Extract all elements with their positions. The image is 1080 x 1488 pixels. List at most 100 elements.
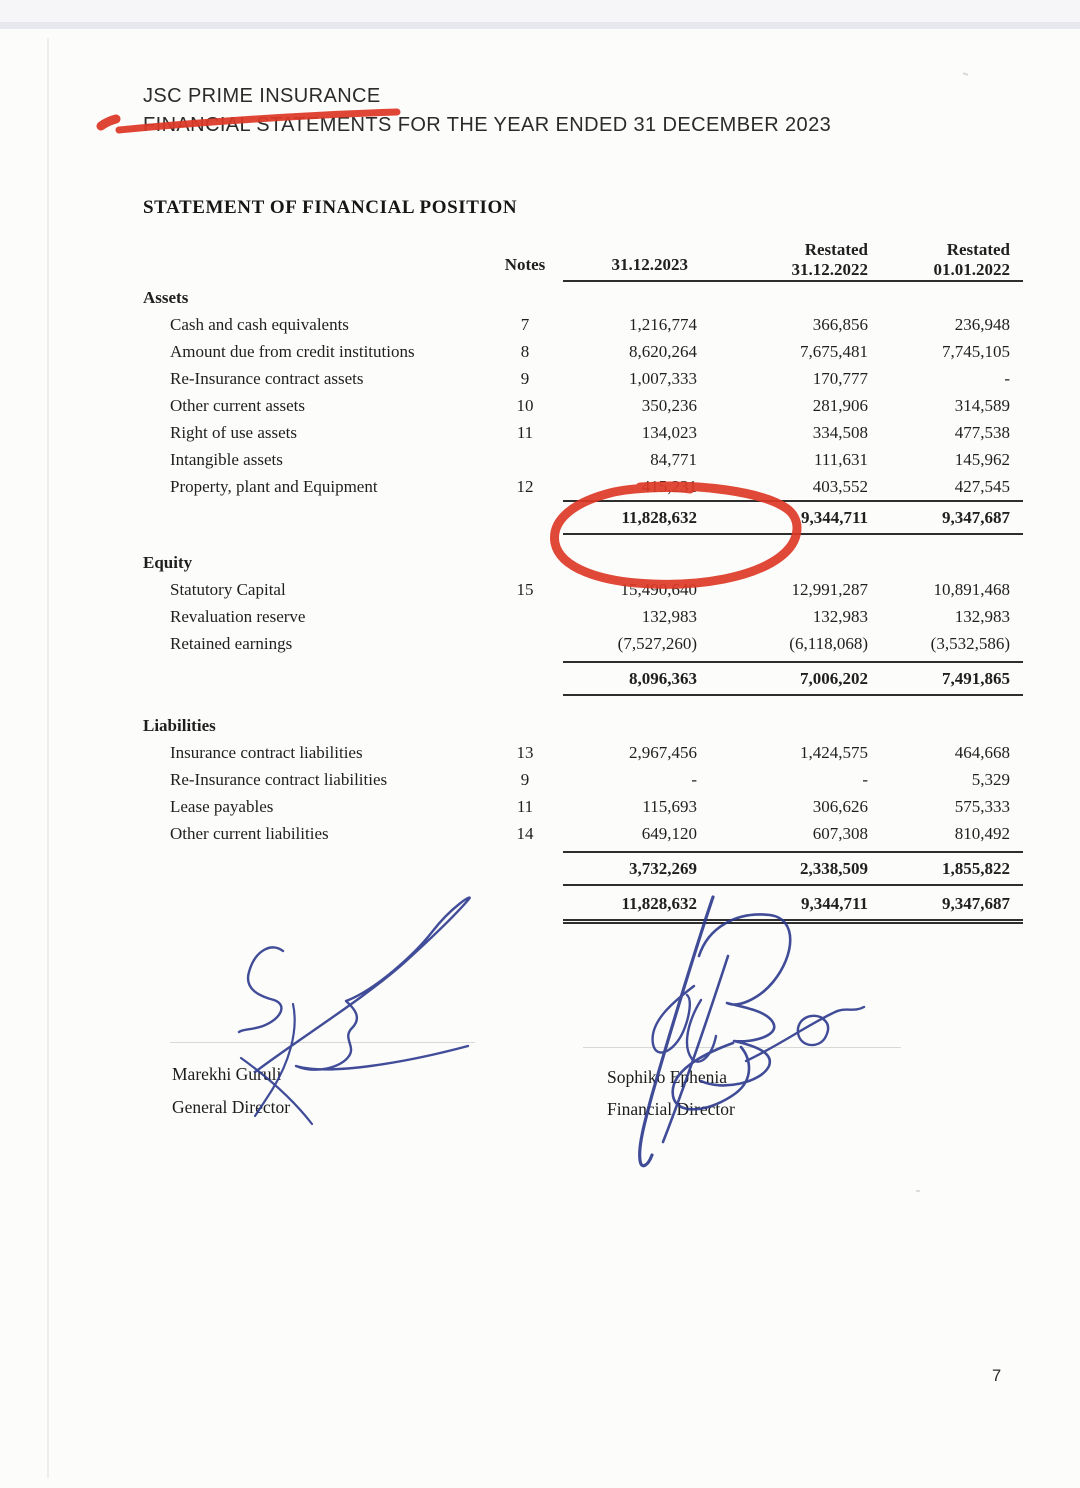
section-equity: Equity Statutory Capital 15 15,490,640 1… <box>143 549 1023 696</box>
row-value-2022: 403,552 <box>812 477 868 496</box>
signatory-name-left: Marekhi Guruli <box>172 1064 282 1084</box>
row-value-2021: 236,948 <box>954 315 1010 334</box>
row-label: Right of use assets <box>170 423 298 442</box>
company-name: JSC PRIME INSURANCE <box>143 85 381 107</box>
grand-total-band: 11,828,632 9,344,711 9,347,687 <box>563 888 1023 924</box>
row-note: 12 <box>516 477 534 496</box>
row-label: Property, plant and Equipment <box>170 477 378 496</box>
assets-total-2022: 9,344,711 <box>800 508 868 527</box>
liabilities-rows: Insurance contract liabilities 13 2,967,… <box>143 739 1023 847</box>
table-row: Right of use assets 11 134,023 334,508 4… <box>143 419 1023 446</box>
row-value-2021: 575,333 <box>954 797 1010 816</box>
equity-total-2023: 8,096,363 <box>629 669 697 688</box>
liabilities-total-2023: 3,732,269 <box>629 859 697 878</box>
scan-edge-band <box>0 22 1080 29</box>
row-label: Cash and cash equivalents <box>170 315 349 334</box>
table-row: Lease payables 11 115,693 306,626 575,33… <box>143 793 1023 820</box>
table-row: Re-Insurance contract assets 9 1,007,333… <box>143 365 1023 392</box>
row-value-2023: 132,983 <box>641 607 697 626</box>
table-row: Other current assets 10 350,236 281,906 … <box>143 392 1023 419</box>
row-note: 8 <box>520 342 530 361</box>
equity-total-band: 8,096,363 7,006,202 7,491,865 <box>563 661 1023 696</box>
grand-total-2023: 11,828,632 <box>621 894 697 913</box>
row-value-2021: - <box>1004 369 1010 388</box>
table-row: Intangible assets 84,771 111,631 145,962 <box>143 446 1023 473</box>
equity-total-2022: 7,006,202 <box>800 669 868 688</box>
row-value-2021: 314,589 <box>954 396 1010 415</box>
row-label: Amount due from credit institutions <box>170 342 415 361</box>
row-note <box>495 603 555 630</box>
table-row: Insurance contract liabilities 13 2,967,… <box>143 739 1023 766</box>
row-value-2023: 84,771 <box>650 450 697 469</box>
row-note: 9 <box>520 770 530 789</box>
row-value-2022: 170,777 <box>812 369 868 388</box>
row-label: Statutory Capital <box>170 580 286 599</box>
assets-rows: Cash and cash equivalents 7 1,216,774 36… <box>143 311 1023 500</box>
row-value-2022: - <box>862 770 868 789</box>
row-label: Intangible assets <box>170 450 283 469</box>
row-value-2023: 15,490,640 <box>620 580 698 599</box>
row-note <box>495 630 555 657</box>
table-row: Other current liabilities 14 649,120 607… <box>143 820 1023 847</box>
grand-total-row: 11,828,632 9,344,711 9,347,687 <box>143 886 1023 924</box>
table-row: Revaluation reserve 132,983 132,983 132,… <box>143 603 1023 630</box>
grand-total-2021: 9,347,687 <box>942 894 1010 913</box>
row-value-2022: 1,424,575 <box>800 743 868 762</box>
row-label: Other current liabilities <box>170 824 329 843</box>
col-header-2023: 31.12.2023 <box>611 255 689 274</box>
liabilities-total-2021: 1,855,822 <box>942 859 1010 878</box>
row-value-2023: 2,967,456 <box>629 743 697 762</box>
assets-total-2021: 9,347,687 <box>942 508 1010 527</box>
signatory-title-left: General Director <box>172 1097 291 1117</box>
row-value-2022: 334,508 <box>812 423 868 442</box>
document-header: JSC PRIME INSURANCE FINANCIAL STATEMENTS… <box>143 82 831 140</box>
table-row: Property, plant and Equipment 12 415,231… <box>143 473 1023 500</box>
assets-total-2023: 11,828,632 <box>621 508 697 527</box>
row-note: 10 <box>516 396 534 415</box>
row-note: 11 <box>516 423 534 442</box>
row-note: 14 <box>516 824 534 843</box>
row-value-2021: 5,329 <box>971 770 1010 789</box>
row-value-2023: 1,216,774 <box>629 315 697 334</box>
liabilities-total-row: 3,732,269 2,338,509 1,855,822 <box>143 847 1023 886</box>
row-value-2023: 415,231 <box>641 477 697 496</box>
row-value-2021: 132,983 <box>954 607 1010 626</box>
header-rule <box>563 280 1023 282</box>
col-header-2021: Restated 01.01.2022 <box>933 240 1011 279</box>
row-note: 15 <box>516 580 534 599</box>
statement-title: STATEMENT OF FINANCIAL POSITION <box>143 197 518 218</box>
row-value-2023: 134,023 <box>641 423 697 442</box>
row-value-2022: 132,983 <box>812 607 868 626</box>
signatory-title-right: Financial Director <box>607 1099 735 1119</box>
row-label: Revaluation reserve <box>170 607 306 626</box>
row-note: 13 <box>516 743 534 762</box>
signatory-name-right: Sophiko Ephenia <box>607 1067 728 1087</box>
statements-subtitle: FINANCIAL STATEMENTS FOR THE YEAR ENDED … <box>143 114 832 136</box>
assets-total-row: 11,828,632 9,344,711 9,347,687 <box>143 500 1023 535</box>
row-value-2021: 10,891,468 <box>933 580 1011 599</box>
table-row: Cash and cash equivalents 7 1,216,774 36… <box>143 311 1023 338</box>
liabilities-total-band: 3,732,269 2,338,509 1,855,822 <box>563 851 1023 886</box>
section-title-liabilities: Liabilities <box>143 716 216 735</box>
section-liabilities: Liabilities Insurance contract liabiliti… <box>143 712 1023 924</box>
grand-total-2022: 9,344,711 <box>800 894 868 913</box>
scan-speck <box>962 72 969 76</box>
row-value-2023: - <box>691 770 697 789</box>
row-note: 9 <box>520 369 530 388</box>
row-value-2023: 8,620,264 <box>629 342 697 361</box>
row-value-2023: (7,527,260) <box>617 634 697 653</box>
row-value-2023: 350,236 <box>641 396 697 415</box>
row-value-2021: 427,545 <box>954 477 1010 496</box>
row-value-2022: 306,626 <box>812 797 868 816</box>
assets-total-band: 11,828,632 9,344,711 9,347,687 <box>563 500 1023 535</box>
row-value-2021: 464,668 <box>954 743 1010 762</box>
row-note: 7 <box>520 315 530 334</box>
table-row: Re-Insurance contract liabilities 9 - - … <box>143 766 1023 793</box>
row-value-2021: 7,745,105 <box>942 342 1010 361</box>
signature-line-left <box>170 1042 475 1043</box>
row-label: Lease payables <box>170 797 274 816</box>
scan-speck <box>916 1190 920 1192</box>
signature-line-right <box>583 1047 901 1048</box>
row-value-2022: 281,906 <box>812 396 868 415</box>
